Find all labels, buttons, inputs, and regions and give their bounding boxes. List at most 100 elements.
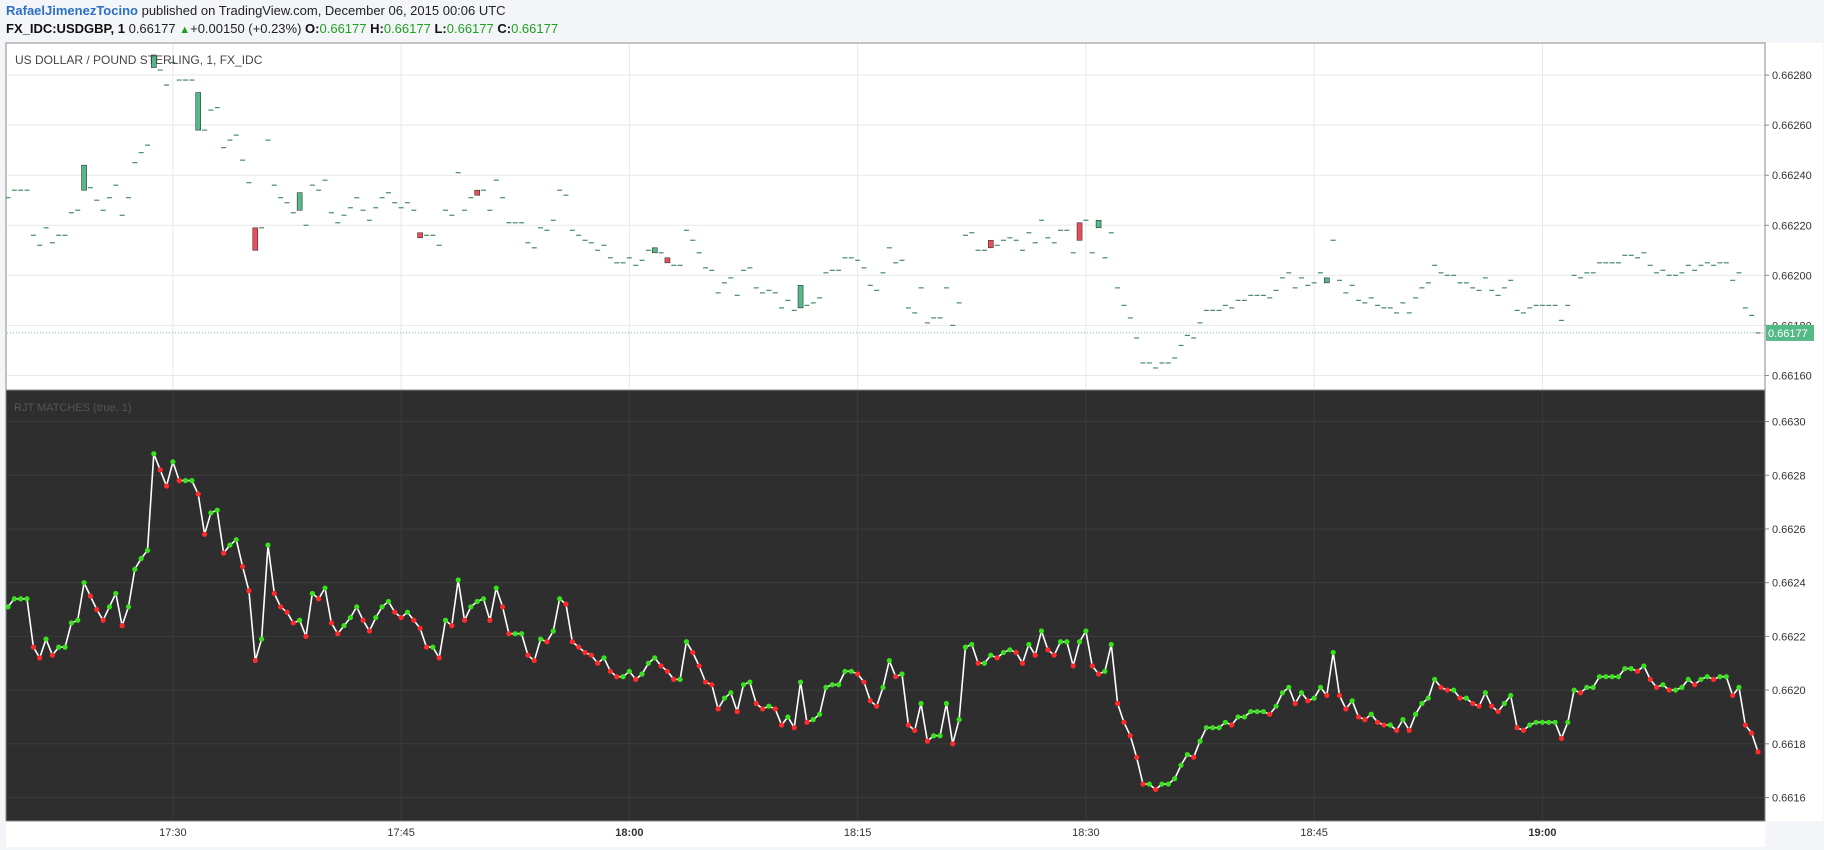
indicator-dot-down [1051, 652, 1057, 658]
indicator-dot-up [1527, 722, 1533, 728]
high-value: 0.66177 [383, 21, 431, 36]
indicator-dot-up [721, 695, 728, 701]
indicator-dot-down [1140, 781, 1146, 787]
close-value: 0.66177 [511, 21, 559, 36]
indicator-axis-tick-label: 0.6618 [1772, 739, 1806, 751]
indicator-pane[interactable] [5, 389, 1766, 822]
indicator-dot-down [905, 722, 911, 728]
indicator-dot-down [588, 652, 594, 658]
indicator-dot-down [157, 467, 163, 473]
time-axis[interactable] [6, 821, 1765, 847]
indicator-dot-up [766, 703, 772, 709]
symbol-label: FX_IDC:USDGBP, 1 [6, 21, 125, 36]
indicator-dot-up [518, 631, 525, 637]
indicator-dot-up [652, 655, 658, 661]
indicator-dot-down [633, 676, 639, 682]
indicator-dot-down [582, 649, 588, 656]
indicator-dot-up [1615, 674, 1622, 680]
indicator-dot-down [1520, 727, 1526, 733]
indicator-dot-up [880, 684, 886, 691]
indicator-dot-up [557, 596, 563, 602]
indicator-dot-down [1355, 714, 1362, 720]
indicator-dot-up [626, 668, 632, 674]
indicator-dot-up [1222, 719, 1228, 725]
indicator-dot-down [1292, 700, 1298, 707]
indicator-dot-down [569, 639, 575, 645]
indicator-dot-up [24, 596, 30, 602]
candle-body [1076, 222, 1083, 241]
candle-body [417, 232, 423, 239]
low-label: L: [434, 21, 447, 36]
indicator-dot-up [836, 682, 842, 688]
candle-body [296, 192, 303, 211]
indicator-dot-up [918, 700, 924, 707]
indicator-axis-tick-label: 0.6624 [1772, 578, 1806, 590]
indicator-dot-down [1336, 692, 1343, 699]
indicator-dot-down [753, 700, 759, 707]
indicator-dot-down [1070, 663, 1076, 669]
indicator-dot-up [1102, 668, 1108, 674]
indicator-dot-up [538, 636, 544, 642]
price-series [5, 54, 1761, 369]
published-text: published on TradingView.com, December 0… [141, 3, 506, 18]
indicator-dot-up [1197, 738, 1203, 744]
indicator-dot-up [1038, 628, 1045, 634]
time-tick-label: 18:15 [844, 827, 872, 839]
price-axis[interactable] [1765, 43, 1823, 821]
indicator-dot-down [271, 590, 277, 597]
indicator-dot-down [1089, 663, 1095, 669]
indicator-dot-down [449, 623, 455, 629]
indicator-dot-down [1121, 719, 1127, 725]
indicator-dot-down [1666, 687, 1672, 693]
indicator-dot-down [398, 614, 404, 621]
indicator-dot-up [740, 682, 747, 688]
indicator-dot-up [379, 604, 385, 610]
indicator-dot-up [442, 617, 449, 623]
indicator-dot-down [544, 639, 550, 645]
indicator-dot-up [1660, 682, 1666, 688]
indicator-dot-up [1184, 751, 1190, 758]
indicator-dot-up [5, 604, 11, 610]
indicator-dot-up [1311, 695, 1317, 701]
indicator-dot-up [1159, 781, 1165, 787]
indicator-dot-down [690, 649, 696, 656]
indicator-dot-up [797, 679, 804, 685]
indicator-dot-up [1603, 674, 1609, 680]
indicator-dot-up [512, 631, 518, 637]
price-pane[interactable] [5, 42, 1766, 391]
indicator-dot-up [1076, 639, 1083, 645]
indicator-dot-down [163, 483, 170, 489]
candle-body [474, 189, 481, 196]
indicator-axis-tick-label: 0.6630 [1772, 417, 1806, 429]
indicator-dot-down [316, 596, 322, 602]
indicator-dot-down [1095, 671, 1102, 677]
indicator-dot-down [278, 604, 284, 610]
indicator-dot-up [214, 507, 220, 513]
time-tick-label: 18:30 [1072, 827, 1100, 839]
indicator-dot-up [18, 596, 24, 602]
indicator-dot-up [1641, 663, 1647, 669]
indicator-dot-up [639, 671, 645, 677]
indicator-dot-down [1045, 647, 1051, 653]
indicator-dot-down [1229, 722, 1235, 728]
indicator-dot-up [493, 585, 499, 591]
indicator-dot-down [1558, 735, 1565, 742]
author-link[interactable]: RafaelJimenezTocino [6, 3, 138, 18]
indicator-dot-up [1216, 725, 1222, 731]
indicator-dot-down [994, 655, 1000, 661]
indicator-dot-up [81, 580, 87, 586]
indicator-dot-up [785, 714, 791, 720]
price-axis-tick-label: 0.66200 [1772, 270, 1812, 282]
price-axis-tick-label: 0.66280 [1772, 70, 1812, 82]
price-axis-tick-label: 0.66240 [1772, 170, 1812, 182]
indicator-dot-up [468, 604, 474, 610]
indicator-dot-down [531, 657, 537, 664]
indicator-dot-up [56, 644, 62, 650]
indicator-dot-down [912, 727, 918, 733]
price-grid [7, 44, 1764, 389]
indicator-dot-up [943, 700, 950, 707]
indicator-dot-up [1260, 708, 1267, 715]
indicator-dot-down [1324, 692, 1330, 699]
indicator-dot-up [1565, 719, 1571, 725]
